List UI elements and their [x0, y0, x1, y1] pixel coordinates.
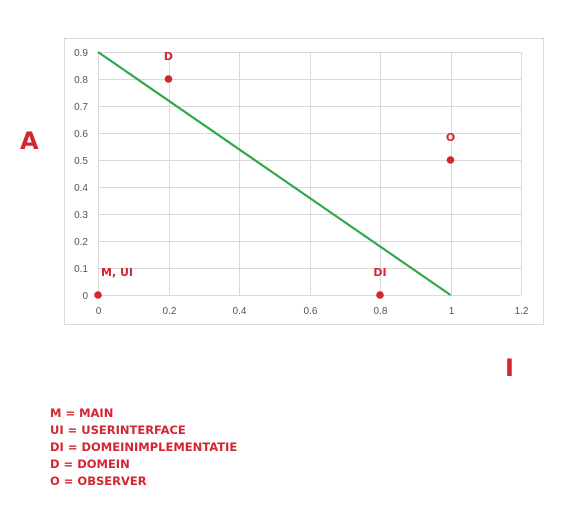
y-axis-label: A — [20, 127, 39, 155]
x-axis-label: I — [505, 354, 514, 382]
x-tick-label: 0.8 — [374, 306, 388, 317]
legend-item: D = DOMEIN — [50, 457, 130, 471]
x-tick-label: 0.4 — [233, 306, 247, 317]
trend-line — [97, 51, 452, 296]
legend-item: M = MAIN — [50, 406, 114, 420]
legend-item: O = OBSERVER — [50, 474, 147, 488]
data-label: DI — [373, 266, 386, 279]
y-tick-label: 0 — [82, 291, 88, 302]
x-tick-label: 0.6 — [304, 306, 318, 317]
y-tick-label: 0.8 — [74, 75, 88, 86]
series: M, UI D DI O — [94, 50, 455, 299]
data-label: O — [446, 131, 455, 144]
y-tick-label: 0.3 — [74, 210, 88, 221]
data-label: M, UI — [101, 266, 133, 279]
legend-item: DI = DOMEINIMPLEMENTATIE — [50, 440, 238, 454]
x-tick-label: 1 — [449, 306, 455, 317]
x-tick-label: 0 — [96, 306, 102, 317]
y-tick-label: 0.1 — [74, 264, 88, 275]
x-tick-labels: 0 0.2 0.4 0.6 0.8 1 1.2 — [96, 306, 529, 317]
y-tick-label: 0.6 — [74, 129, 88, 140]
data-point — [446, 156, 455, 164]
y-tick-label: 0.5 — [74, 156, 88, 167]
legend: M = MAIN UI = USERINTERFACE DI = DOMEINI… — [50, 405, 237, 490]
x-tick-label: 0.2 — [163, 306, 177, 317]
y-tick-label: 0.4 — [74, 183, 88, 194]
y-tick-label: 0.2 — [74, 237, 88, 248]
data-label: D — [164, 50, 173, 63]
x-tick-label: 1.2 — [515, 306, 529, 317]
data-point — [164, 75, 173, 83]
y-tick-label: 0.7 — [74, 102, 88, 113]
y-tick-label: 0.9 — [74, 48, 88, 59]
chart-frame — [64, 38, 544, 325]
data-point — [376, 291, 384, 299]
legend-item: UI = USERINTERFACE — [50, 423, 186, 437]
data-point — [94, 291, 102, 299]
y-tick-labels: 0 0.1 0.2 0.3 0.4 0.5 0.6 0.7 0.8 0.9 — [74, 48, 88, 302]
